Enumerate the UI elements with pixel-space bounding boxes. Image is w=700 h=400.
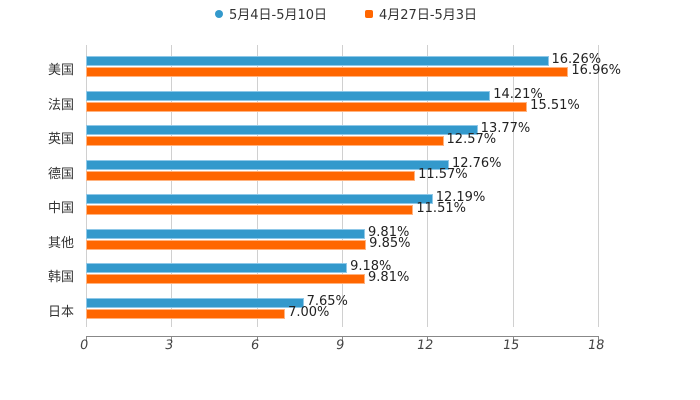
x-tick-label: 18	[586, 338, 606, 353]
bar-series-1[interactable]	[86, 56, 549, 66]
value-label: 16.96%	[571, 63, 621, 78]
value-label: 14.21%	[493, 86, 543, 102]
bar-series-2[interactable]	[86, 101, 528, 112]
axis-tick	[598, 336, 599, 341]
axis-tick	[427, 336, 429, 341]
value-label: 13.77%	[480, 121, 531, 136]
bar-series-1[interactable]	[86, 194, 433, 204]
x-tick-label: 12	[416, 338, 435, 353]
bar-series-1[interactable]	[86, 228, 366, 239]
x-tick-label: 15	[501, 338, 520, 353]
bar-series-2[interactable]	[86, 308, 286, 319]
bar-series-1[interactable]	[86, 159, 449, 170]
gridline	[342, 45, 343, 327]
category-label: 英国	[48, 132, 75, 147]
gridline	[256, 45, 258, 327]
legend-item-series-1[interactable]: 5月4日-5月10日	[215, 4, 327, 23]
category-label: 德国	[48, 166, 75, 182]
category-label: 法国	[48, 97, 75, 113]
bar-series-2[interactable]	[86, 170, 416, 181]
category-label: 韩国	[48, 270, 75, 285]
gridline	[598, 45, 599, 327]
bar-series-1[interactable]	[86, 263, 348, 273]
axis-tick	[512, 336, 514, 341]
value-label: 11.51%	[416, 201, 466, 216]
bar-series-2[interactable]	[86, 136, 444, 146]
legend-item-series-2[interactable]: 4月27日-5月3日	[365, 4, 477, 23]
value-label: 7.65%	[306, 293, 348, 309]
bar-series-2[interactable]	[86, 205, 414, 215]
circle-marker-icon	[215, 9, 223, 18]
square-marker-icon	[365, 9, 373, 18]
value-label: 12.57%	[446, 132, 497, 147]
bar-series-2[interactable]	[86, 274, 366, 284]
gridline	[427, 45, 429, 327]
gridline	[86, 45, 87, 327]
value-label: 9.81%	[368, 270, 410, 285]
x-tick-label: 9	[334, 338, 346, 353]
value-label: 15.51%	[530, 97, 580, 113]
category-label: 日本	[48, 304, 75, 320]
value-label: 7.00%	[288, 304, 330, 320]
x-tick-label: 3	[164, 338, 175, 353]
axis-tick	[256, 336, 258, 341]
value-label: 9.85%	[369, 235, 411, 251]
category-label: 中国	[48, 201, 75, 216]
legend-label: 5月4日-5月10日	[229, 8, 328, 23]
x-axis-line	[86, 336, 599, 337]
gridline	[512, 45, 514, 327]
chart-legend: 5月4日-5月10日 4月27日-5月3日	[0, 4, 700, 23]
bar-series-2[interactable]	[86, 67, 569, 77]
category-label: 美国	[48, 63, 75, 78]
bar-series-2[interactable]	[86, 239, 367, 250]
bar-series-1[interactable]	[86, 297, 304, 308]
legend-label: 4月27日-5月3日	[379, 8, 478, 23]
bar-series-1[interactable]	[86, 90, 491, 101]
value-label: 9.81%	[368, 224, 410, 240]
value-label: 16.26%	[551, 52, 602, 67]
gridline	[171, 45, 173, 327]
category-label: 其他	[48, 235, 75, 251]
x-tick-label: 0	[78, 338, 90, 353]
axis-tick	[342, 336, 343, 341]
bar-series-1[interactable]	[86, 125, 478, 135]
value-label: 9.18%	[350, 259, 392, 274]
axis-tick	[171, 336, 173, 341]
axis-tick	[86, 336, 87, 341]
x-tick-label: 6	[249, 338, 260, 353]
value-label: 12.76%	[451, 155, 502, 171]
value-label: 12.19%	[435, 190, 486, 205]
value-label: 11.57%	[418, 166, 468, 182]
